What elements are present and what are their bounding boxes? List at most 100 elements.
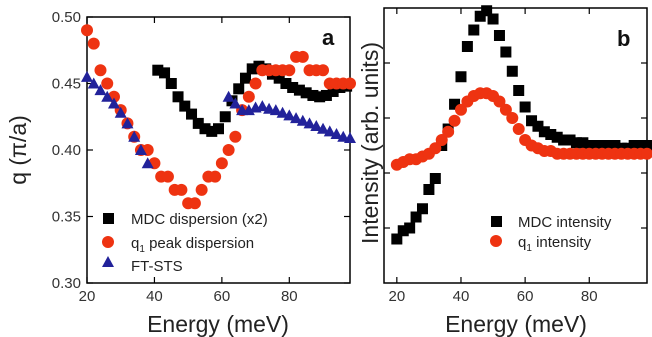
panel-a-series2-point — [290, 112, 303, 124]
legend-triangle-marker — [102, 256, 114, 267]
panel-a-series0-point — [280, 78, 292, 89]
panel-b-xtick-label: 20 — [388, 288, 405, 305]
panel-b-series0-point — [532, 120, 544, 132]
panel-a-series2-point — [330, 128, 343, 140]
panel-a-series0-point — [192, 117, 204, 129]
panel-a-series1-point — [94, 64, 107, 77]
panel-a-series1-point — [81, 24, 93, 37]
panel-a-series0-point — [320, 89, 332, 101]
panel-a-series2-point — [141, 157, 154, 169]
panel-b-series1-point — [454, 103, 467, 116]
legend-square-marker — [103, 213, 114, 224]
panel-b-series0-point — [506, 65, 518, 77]
panel-a-series1-point — [222, 144, 235, 156]
panel-a-series0-point — [287, 81, 299, 93]
panel-a-series2-point — [101, 90, 114, 102]
panel-a-series2-point — [317, 122, 330, 134]
panel-b-series0-point — [468, 24, 480, 36]
panel-a-ticks: 20 40 60 80 0.30 0.35 0.40 0.45 0.50 — [52, 9, 350, 305]
panel-b-series0-point — [416, 203, 428, 215]
panel-a-xtick-label: 60 — [214, 288, 231, 305]
panel-a-series2-point — [303, 117, 316, 129]
panel-a-series1-point — [249, 77, 262, 90]
panel-b-series0-point — [513, 85, 525, 96]
panel-b-series1-point — [512, 123, 525, 135]
panel-b-series0-point — [481, 5, 493, 17]
panel-a-series2-point — [269, 104, 282, 116]
panel-a-xtick-label: 80 — [281, 288, 298, 305]
panel-a-series2-point — [310, 120, 323, 132]
panel-a-marks — [81, 24, 356, 210]
panel-b-series0-point — [455, 71, 467, 83]
panel-b-series0-point — [628, 140, 640, 151]
panel-b-series0-point — [410, 211, 422, 223]
panel-a-series0-point — [206, 125, 218, 137]
panel-b-series0-point — [570, 137, 582, 149]
panel-a-xtick-label: 20 — [79, 288, 96, 305]
panel-a-series2-point — [114, 106, 127, 118]
panel-a-series2-point — [256, 100, 269, 112]
panel-a-series1-point — [195, 183, 208, 196]
panel-a-series0-point — [314, 91, 326, 103]
panel-b-series1-point — [435, 134, 448, 146]
panel-b-series0-point — [500, 46, 512, 58]
panel-a-series1-point — [215, 157, 228, 170]
panel-a-series0-point — [327, 85, 339, 97]
panel-b: 20 40 60 80 b Energy (meV) Intensity (arb. … — [357, 5, 652, 337]
panel-b-series0-point — [564, 134, 576, 146]
legend-square-marker — [491, 216, 502, 227]
panel-b-series0-point — [391, 233, 403, 245]
panel-a-series2-point — [87, 77, 100, 89]
legend-mdc-dispersion: MDC dispersion (x2) — [131, 211, 268, 228]
panel-b-xlabel: Energy (meV) — [445, 311, 587, 337]
panel-a-ytick-label: 0.30 — [52, 275, 81, 292]
panel-a-ytick-label: 0.45 — [52, 76, 81, 93]
legend-circle-marker — [490, 235, 502, 247]
panel-a-series2-point — [276, 106, 289, 118]
panel-a-series2-point — [323, 125, 336, 137]
panel-a-series0-point — [199, 123, 211, 135]
panel-b-series0-point — [404, 222, 416, 234]
panel-b-label: b — [617, 26, 630, 51]
panel-b-series0-point — [538, 126, 550, 138]
panel-a-series2-point — [94, 84, 107, 96]
panel-a-series2-point — [128, 130, 141, 142]
legend-ft-sts: FT-STS — [131, 258, 183, 275]
panel-a-label: a — [322, 25, 335, 50]
panel-a-series0-point — [152, 64, 164, 76]
panel-b-series0-point — [577, 137, 589, 149]
legend-mdc-intensity: MDC intensity — [518, 214, 612, 231]
panel-a-series2-point — [296, 114, 309, 126]
panel-b-legend: MDC intensity q1 intensity — [490, 214, 612, 254]
panel-a-series1-point — [87, 37, 100, 50]
panel-b-series0-point — [558, 134, 570, 146]
panel-b-series0-point — [551, 131, 563, 143]
panel-a-series1-point — [242, 90, 255, 103]
panel-a-series2-point — [121, 117, 134, 129]
panel-a-ytick-label: 0.40 — [52, 142, 81, 159]
panel-a-xtick-label: 40 — [146, 288, 163, 305]
panel-a-series0-point — [179, 100, 191, 112]
panel-b-series0-point — [545, 129, 557, 140]
panel-a-series1-point — [161, 170, 174, 183]
panel-b-xtick-label: 40 — [453, 288, 470, 305]
panel-b-series1-point — [641, 147, 652, 160]
panel-b-series0-point — [461, 41, 473, 52]
panel-a-ytick-label: 0.50 — [52, 9, 81, 26]
panel-a-series2-point — [81, 70, 93, 82]
panel-b-xtick-label: 80 — [581, 288, 598, 305]
panel-b-series0-point — [429, 173, 441, 184]
panel-b-series1-point — [429, 142, 442, 155]
panel-b-series0-point — [423, 184, 435, 195]
panel-b-series0-point — [526, 115, 538, 127]
panel-b-series0-point — [583, 140, 595, 151]
panel-a-series2-point — [229, 97, 242, 109]
panel-a-series0-point — [219, 111, 231, 123]
legend-circle-marker — [102, 236, 114, 248]
panel-b-series0-point — [609, 140, 621, 151]
panel-a-legend: MDC dispersion (x2) q1 peak dispersion F… — [102, 211, 268, 275]
panel-b-series0-point — [487, 13, 499, 25]
panel-a-series1-point — [296, 50, 309, 63]
panel-a-series0-point — [213, 123, 224, 135]
